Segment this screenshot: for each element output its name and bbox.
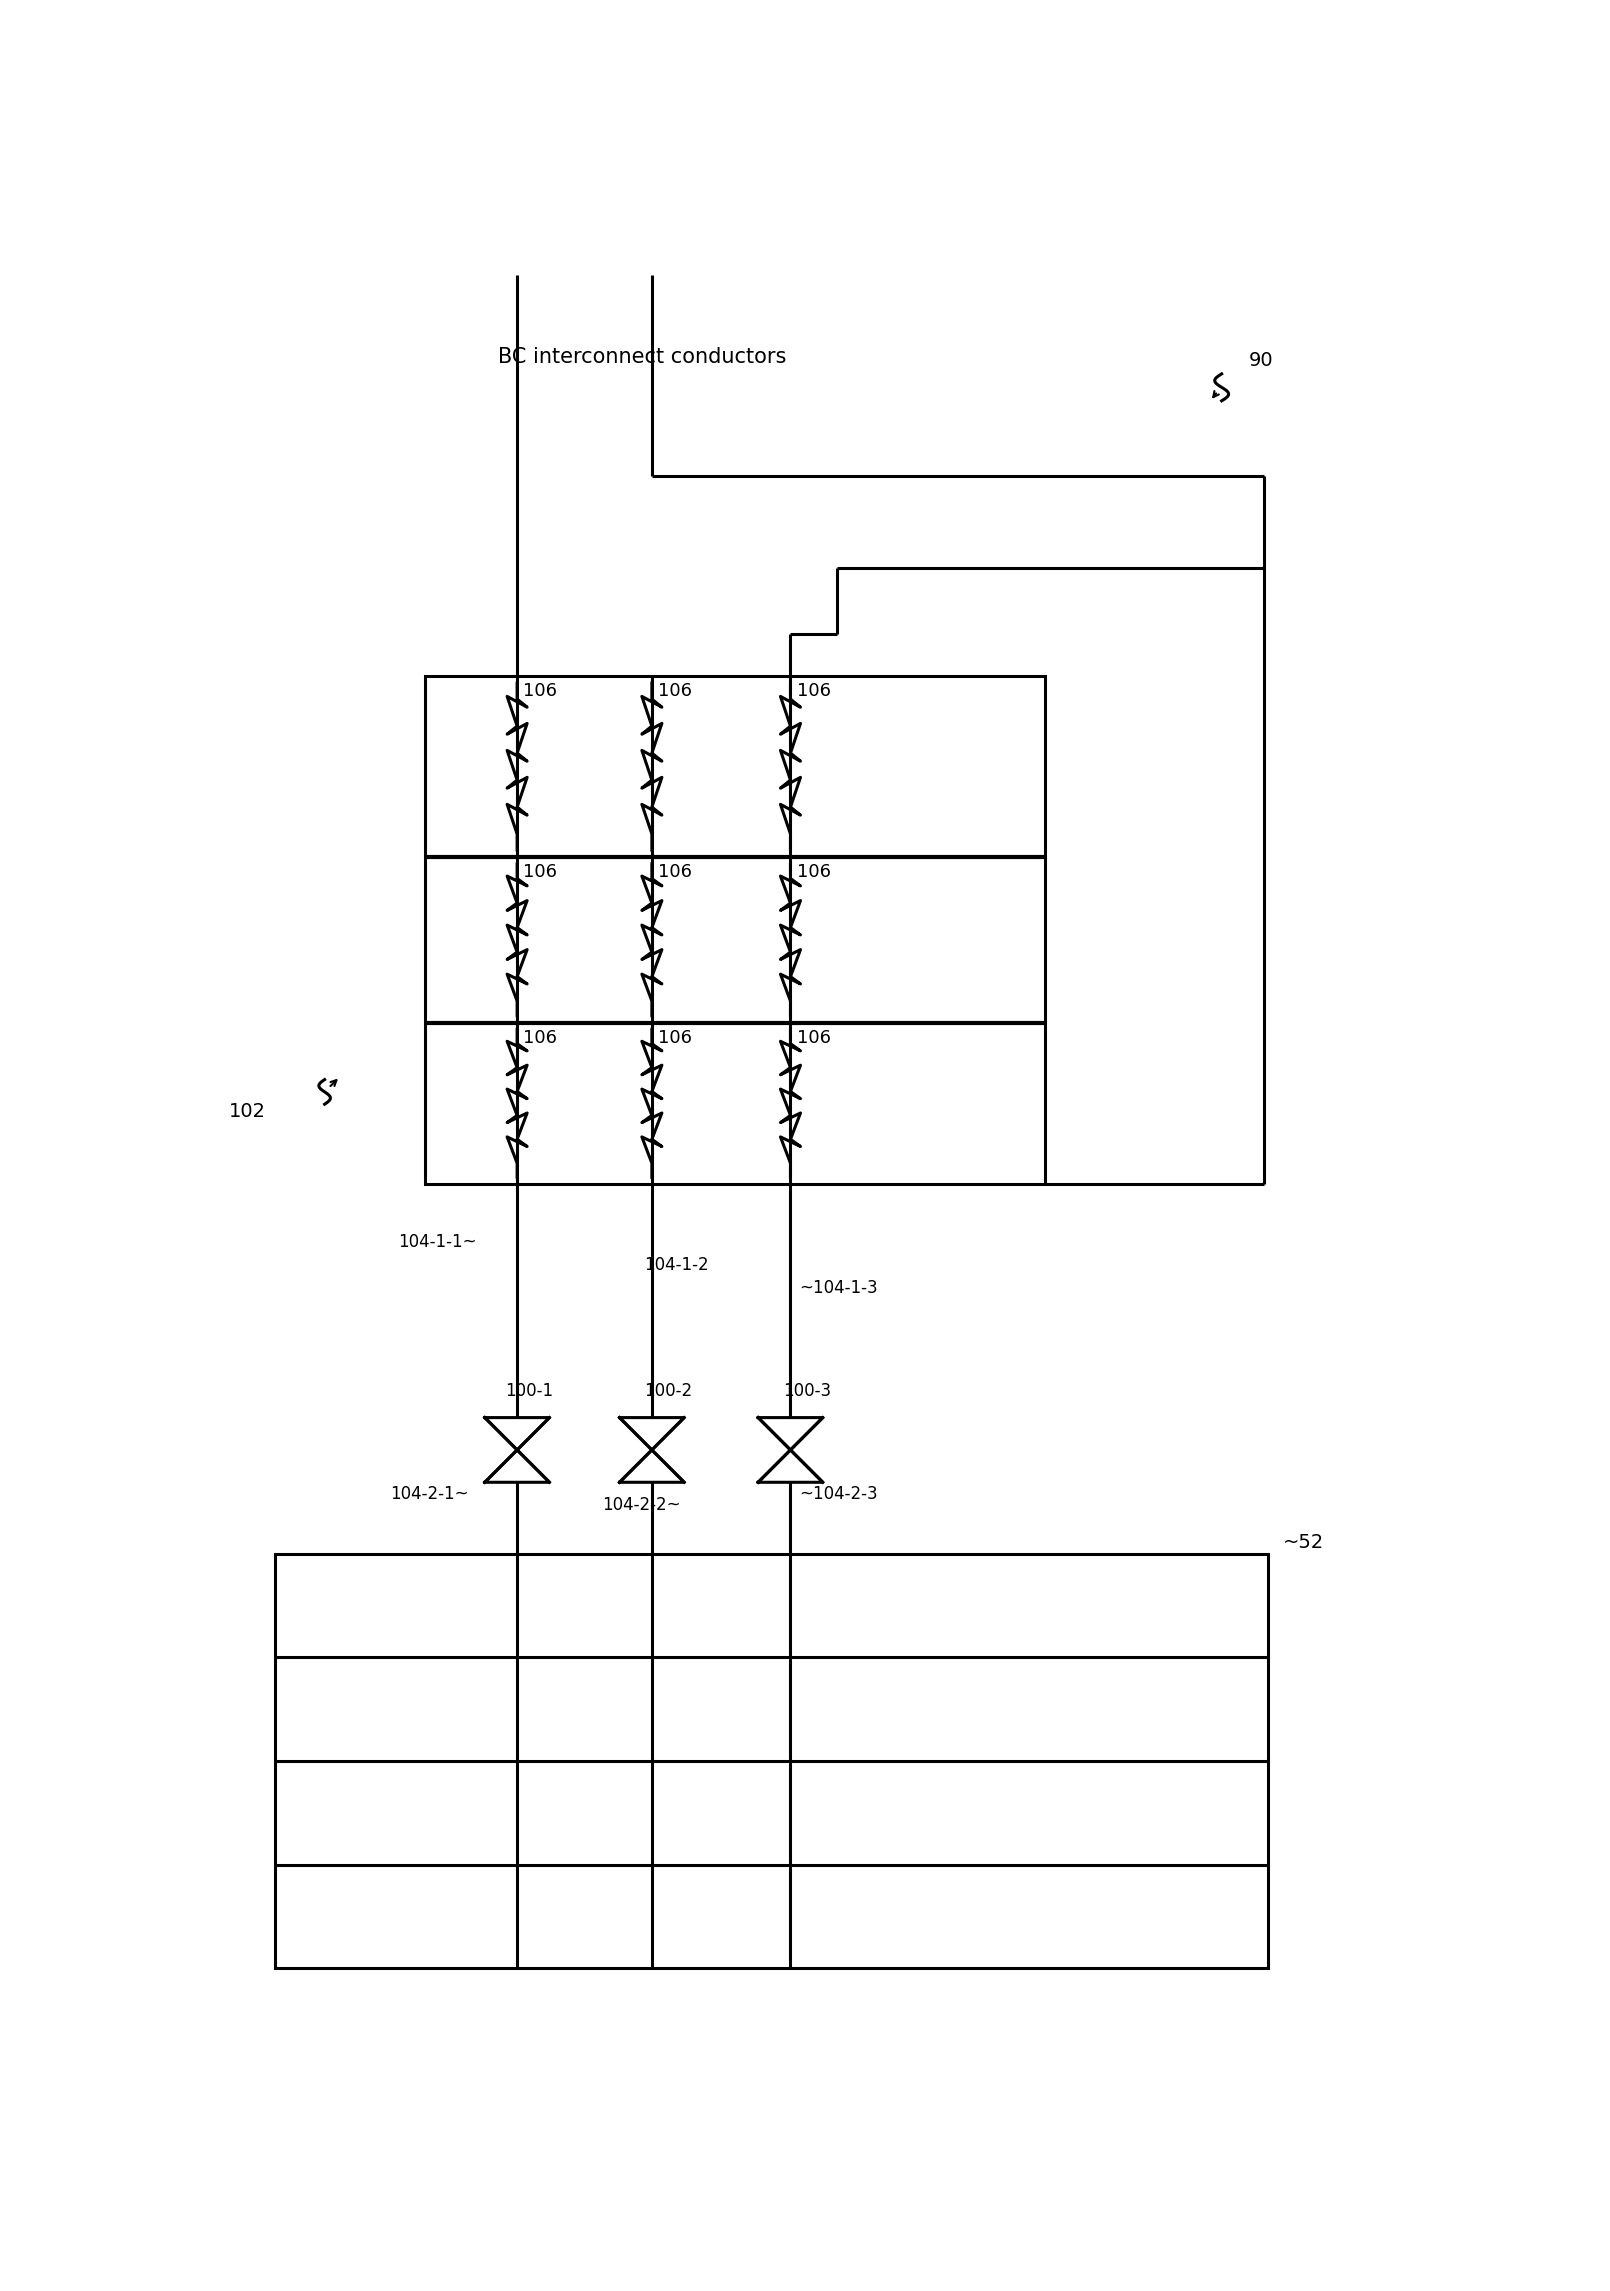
Text: 104-2-2~: 104-2-2~ (602, 1496, 681, 1514)
Text: 104-1-1~: 104-1-1~ (398, 1233, 477, 1251)
Text: 100-2: 100-2 (644, 1381, 692, 1400)
Text: ~104-1-3: ~104-1-3 (800, 1278, 879, 1297)
Text: 104-2-1~: 104-2-1~ (390, 1485, 469, 1503)
Text: 106: 106 (658, 864, 692, 882)
Text: 100-1: 100-1 (506, 1381, 554, 1400)
Text: 104-1-2: 104-1-2 (644, 1255, 708, 1274)
Text: BC interconnect conductors: BC interconnect conductors (497, 346, 786, 367)
Text: 106: 106 (797, 864, 831, 882)
Text: ~52: ~52 (1283, 1533, 1325, 1551)
Text: 106: 106 (523, 683, 557, 701)
Text: 106: 106 (797, 683, 831, 701)
Text: 106: 106 (797, 1029, 831, 1047)
Text: 102: 102 (229, 1102, 266, 1120)
Bar (425, 676, 1045, 1184)
Text: 106: 106 (523, 1029, 557, 1047)
Text: ~104-2-3: ~104-2-3 (800, 1485, 879, 1503)
Text: 106: 106 (523, 864, 557, 882)
Text: 90: 90 (1249, 351, 1274, 369)
Text: 106: 106 (658, 1029, 692, 1047)
Text: 106: 106 (658, 683, 692, 701)
Text: 100-3: 100-3 (782, 1381, 831, 1400)
Bar (275, 1553, 1267, 1968)
